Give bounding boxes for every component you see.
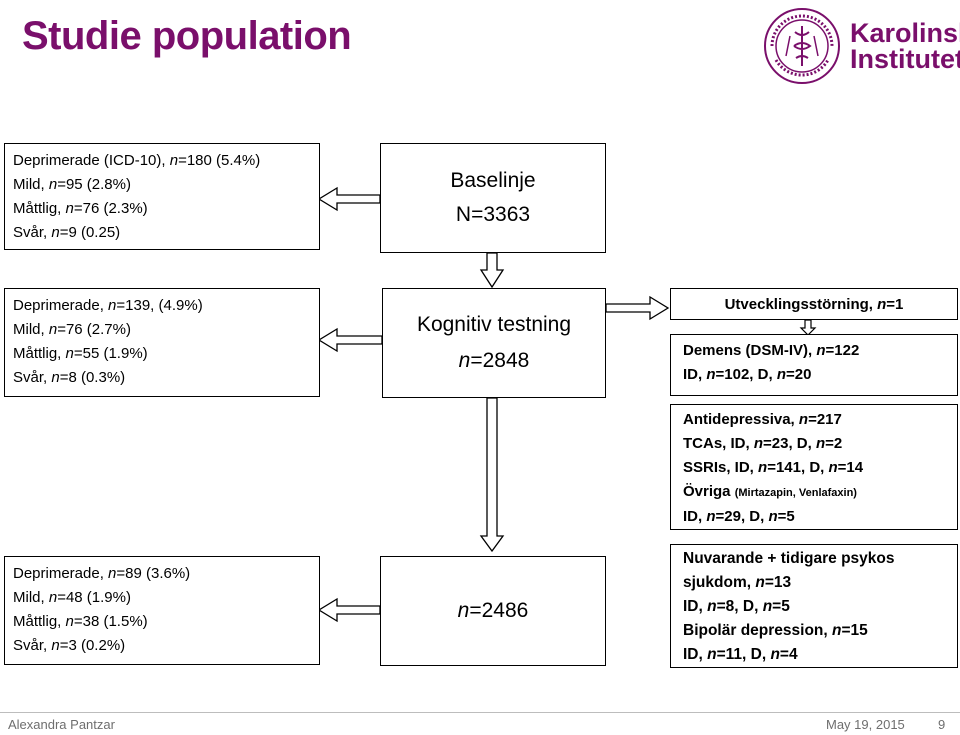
cognitive-depression-box: Deprimerade, n=139, (4.9%) Mild, n=76 (2…	[4, 288, 320, 397]
small-down-arrow-icon	[799, 319, 817, 336]
antidepressants-box: Antidepressiva, n=217 TCAs, ID, n=23, D,…	[670, 404, 958, 530]
box-line: Måttlig, n=55 (1.9%)	[13, 345, 148, 362]
box-line: Deprimerade (ICD-10), n=180 (5.4%)	[13, 152, 261, 169]
right-arrow-icon	[605, 295, 670, 321]
final-n: n=2486	[457, 599, 529, 622]
page-title: Studie population	[22, 14, 352, 58]
box-line: TCAs, ID, n=23, D, n=2	[683, 435, 843, 452]
box-line: Svår, n=9 (0.25)	[13, 224, 121, 241]
baseline-depression-box: Deprimerade (ICD-10), n=180 (5.4%) Mild,…	[4, 143, 320, 250]
box-line: Deprimerade, n=139, (4.9%)	[13, 297, 203, 314]
final-depression-box: Deprimerade, n=89 (3.6%) Mild, n=48 (1.9…	[4, 556, 320, 665]
box-line: Demens (DSM-IV), n=122	[683, 342, 860, 359]
box-line: SSRIs, ID, n=141, D, n=14	[683, 459, 864, 476]
down-arrow-long-icon	[479, 397, 505, 553]
box-line: ID, n=11, D, n=4	[683, 646, 798, 663]
footer-author: Alexandra Pantzar	[8, 717, 115, 732]
box-line: Svår, n=3 (0.2%)	[13, 637, 126, 654]
box-line: Mild, n=76 (2.7%)	[13, 321, 131, 338]
footer-divider	[0, 712, 960, 713]
baseline-label: Baselinje	[450, 169, 536, 192]
karolinska-logo: Karolinska Institutet	[762, 6, 960, 86]
box-line: ID, n=29, D, n=5	[683, 508, 795, 525]
box-line: sjukdom, n=13	[683, 574, 792, 591]
final-sample-box: n=2486	[380, 556, 606, 666]
box-line: Deprimerade, n=89 (3.6%)	[13, 565, 191, 582]
baseline-n: N=3363	[455, 203, 531, 226]
box-line: Svår, n=8 (0.3%)	[13, 369, 126, 386]
box-line: Bipolär depression, n=15	[683, 622, 868, 639]
box-line: Övriga (Mirtazapin, Venlafaxin)	[683, 483, 857, 500]
left-arrow-icon	[317, 327, 383, 353]
footer-date: May 19, 2015	[826, 717, 905, 732]
seal-icon	[764, 8, 840, 84]
down-arrow-icon	[479, 252, 505, 289]
left-arrow-icon	[317, 186, 381, 212]
baseline-box: Baselinje N=3363	[380, 143, 606, 253]
box-line: ID, n=8, D, n=5	[683, 598, 790, 615]
cognitive-n: n=2848	[458, 349, 530, 372]
box-line: Antidepressiva, n=217	[683, 411, 842, 428]
box-line: Mild, n=48 (1.9%)	[13, 589, 131, 606]
page-number: 9	[938, 717, 946, 732]
box-line: ID, n=102, D, n=20	[683, 366, 812, 383]
logo-line-2: Institutet	[850, 44, 960, 74]
box-line: Måttlig, n=76 (2.3%)	[13, 200, 148, 217]
psychosis-box: Nuvarande + tidigare psykos sjukdom, n=1…	[670, 544, 958, 668]
box-line: Måttlig, n=38 (1.5%)	[13, 613, 148, 630]
developmental-disorder-box: Utvecklingsstörning, n=1	[670, 288, 958, 320]
box-line: Mild, n=95 (2.8%)	[13, 176, 131, 193]
cognitive-testing-box: Kognitiv testning n=2848	[382, 288, 606, 398]
box-line: Utvecklingsstörning, n=1	[724, 295, 904, 313]
left-arrow-icon	[317, 597, 381, 623]
logo-line-1: Karolinska	[850, 18, 960, 48]
dementia-box: Demens (DSM-IV), n=122 ID, n=102, D, n=2…	[670, 334, 958, 396]
box-line: Nuvarande + tidigare psykos	[683, 550, 895, 567]
cognitive-label: Kognitiv testning	[416, 313, 572, 336]
